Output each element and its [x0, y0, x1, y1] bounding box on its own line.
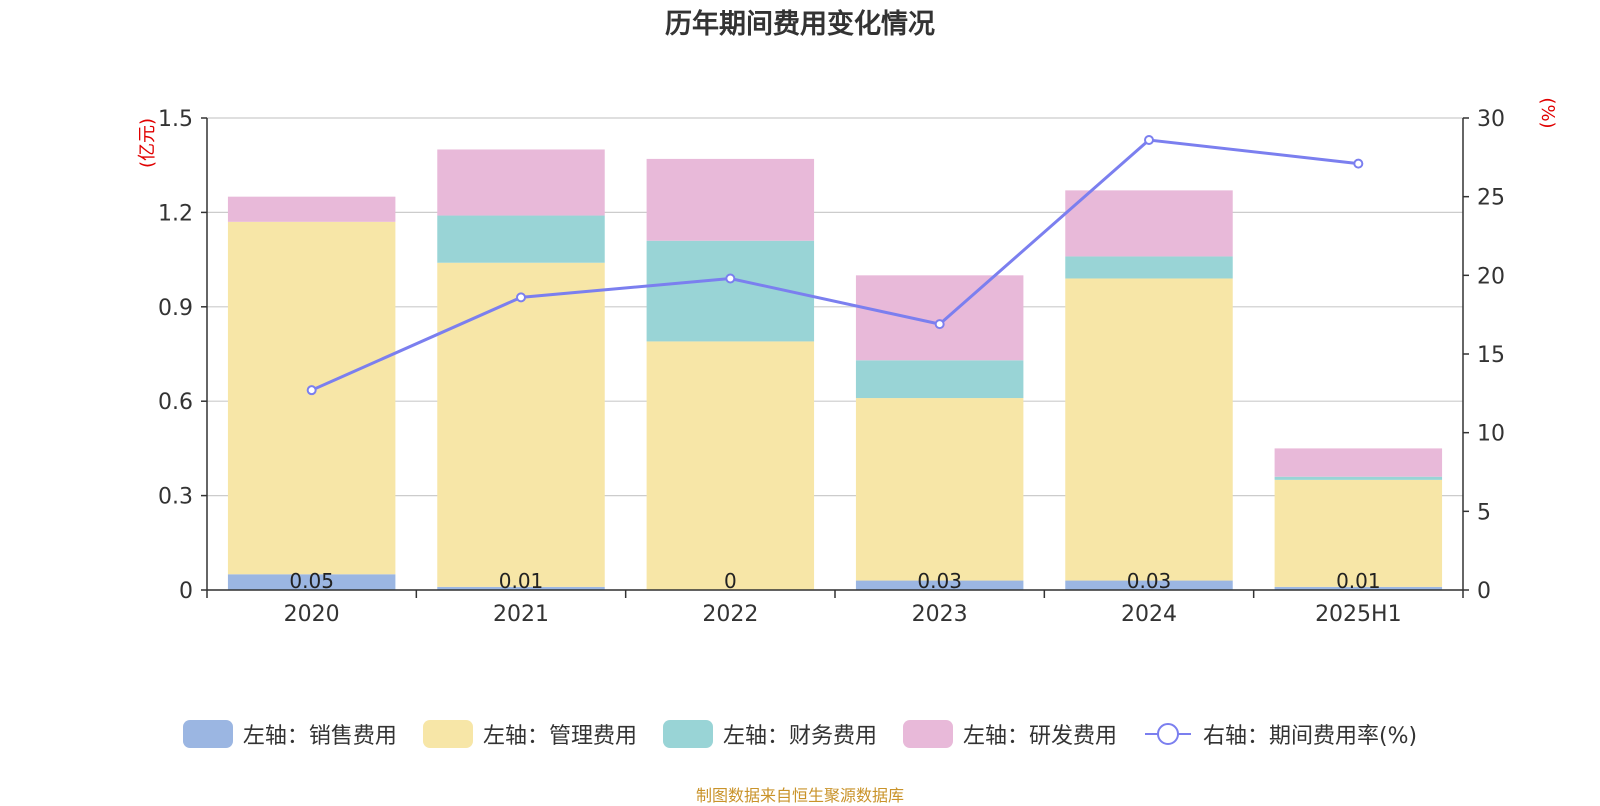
source-note: 制图数据来自恒生聚源数据库 [695, 786, 904, 805]
rate-point [934, 319, 945, 330]
data-labels: 0.05 0.01 0 0.03 0.03 0.01 [289, 569, 1380, 593]
data-label: 0 [724, 569, 737, 593]
rate-line-series [306, 135, 1364, 396]
legend-swatch-finance [662, 720, 713, 748]
data-label: 0.03 [1127, 569, 1172, 593]
x-tick-label: 2025H1 [1315, 602, 1402, 627]
x-tick-label: 2024 [1121, 602, 1177, 627]
x-tick-label: 2021 [493, 602, 549, 627]
legend-swatch-rnd [902, 720, 953, 748]
bar-segment [1274, 448, 1443, 477]
bar-segment [646, 341, 815, 590]
bar-segment [227, 221, 396, 575]
legend-item-sales[interactable]: 左轴：销售费用 [182, 718, 397, 750]
legend-label-finance: 左轴：财务费用 [722, 724, 877, 749]
bar-segment [227, 196, 396, 222]
data-label: 0.03 [917, 569, 962, 593]
data-label: 0.01 [1336, 569, 1381, 593]
bar-segment [1274, 479, 1443, 587]
bar-segment [437, 586, 605, 590]
bar-segment [855, 275, 1024, 361]
bar-segment [1065, 580, 1233, 590]
axes: 0 0.3 0.6 0.9 1.2 1.5 0 5 10 15 20 25 30 (亿元) (%) 2020 2… [137, 97, 1558, 627]
right-tick-label: 15 [1477, 343, 1505, 368]
legend-item-rate[interactable]: 右轴：期间费用率(%) [1143, 718, 1417, 750]
chart-title: 历年期间费用变化情况 [665, 9, 935, 40]
left-tick-label: 0.6 [158, 390, 193, 415]
legend-line-marker-icon [1144, 723, 1191, 745]
right-axis-unit: (%) [1537, 97, 1558, 128]
legend-item-admin[interactable]: 左轴：管理费用 [422, 718, 637, 750]
bar-segment [437, 215, 605, 263]
legend: 左轴：销售费用 左轴：管理费用 左轴：财务费用 左轴：研发费用 右轴：期间费用率… [0, 718, 1600, 750]
rate-point [725, 273, 736, 284]
bar-segment [855, 580, 1024, 590]
rate-point [1353, 158, 1364, 169]
left-tick-label: 0.9 [158, 296, 193, 321]
right-tick-label: 0 [1477, 579, 1491, 604]
legend-swatch-sales [182, 720, 233, 748]
legend-label-rnd: 左轴：研发费用 [962, 724, 1117, 749]
left-tick-label: 0 [179, 579, 193, 604]
right-tick-label: 5 [1477, 500, 1491, 525]
rate-point [1144, 135, 1154, 146]
right-tick-label: 20 [1477, 264, 1505, 289]
rate-line [311, 138, 1359, 392]
bar-segment [227, 574, 396, 590]
x-tick-label: 2022 [702, 602, 758, 627]
legend-item-finance[interactable]: 左轴：财务费用 [662, 718, 877, 750]
right-tick-label: 25 [1477, 186, 1505, 211]
legend-label-sales: 左轴：销售费用 [242, 724, 397, 749]
legend-swatch-admin [422, 720, 473, 748]
left-axis-unit: (亿元) [137, 118, 158, 168]
rate-point [306, 385, 317, 396]
x-tick-label: 2020 [284, 602, 340, 627]
bar-segment [1274, 476, 1443, 480]
bar-segment [1065, 190, 1233, 257]
legend-label-admin: 左轴：管理费用 [482, 724, 637, 749]
right-tick-label: 10 [1477, 422, 1505, 447]
legend-item-rnd[interactable]: 左轴：研发费用 [902, 718, 1117, 750]
right-tick-label: 30 [1477, 107, 1505, 132]
bar-segment [646, 158, 815, 241]
bar-series [227, 149, 1443, 590]
bar-segment [855, 360, 1024, 399]
left-tick-label: 1.2 [158, 201, 193, 226]
data-label: 0.05 [289, 569, 334, 593]
bar-segment [1065, 278, 1233, 581]
left-tick-label: 0.3 [158, 485, 193, 510]
rate-point [516, 292, 526, 303]
bar-segment [855, 398, 1024, 581]
legend-label-rate: 右轴：期间费用率(%) [1202, 724, 1418, 749]
bar-segment [1274, 586, 1443, 590]
left-tick-label: 1.5 [158, 107, 193, 132]
data-label: 0.01 [499, 569, 544, 593]
bar-segment [1065, 256, 1233, 279]
bar-segment [437, 262, 605, 587]
bar-segment [437, 149, 605, 216]
x-tick-label: 2023 [912, 602, 968, 627]
